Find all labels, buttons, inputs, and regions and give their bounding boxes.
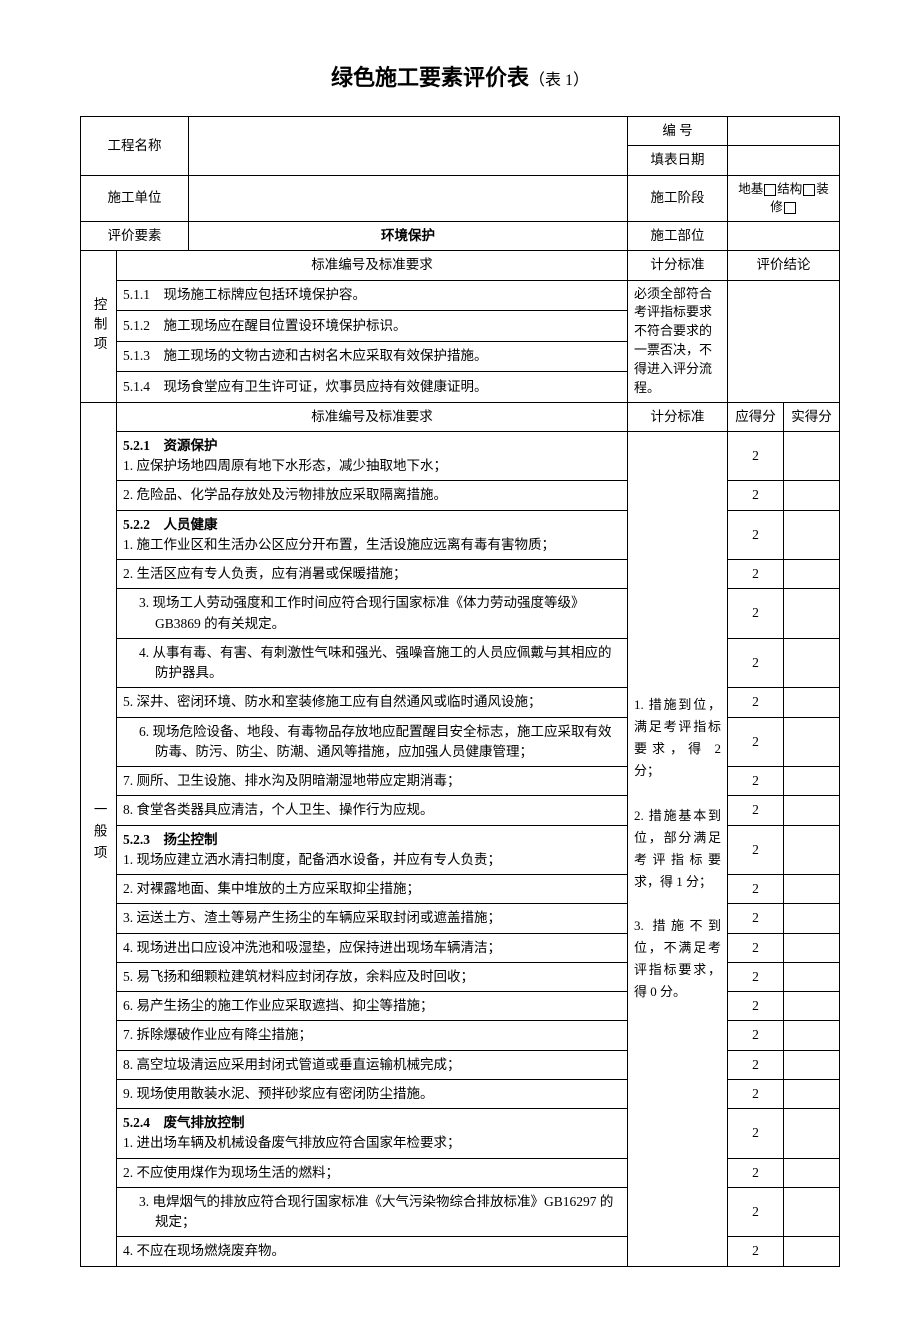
gen-row: 2. 对裸露地面、集中堆放的土方应采取抑尘措施； <box>117 875 628 904</box>
phase-options: 地基结构装修 <box>728 175 840 222</box>
gen-row: 6. 现场危险设备、地段、有毒物品存放地应配置醒目安全标志，施工应采取有效防毒、… <box>117 717 628 767</box>
ctrl-score-std-header: 计分标准 <box>628 251 728 280</box>
contractor-value <box>189 175 628 222</box>
chk-decoration[interactable] <box>784 202 796 214</box>
fill-date-value <box>728 146 840 175</box>
gen-row: 3. 现场工人劳动强度和工作时间应符合现行国家标准《体力劳动强度等级》GB386… <box>117 589 628 639</box>
general-vlabel: 一般项 <box>81 402 117 1266</box>
element-label: 评价要素 <box>81 222 189 251</box>
title-main: 绿色施工要素评价表 <box>331 65 529 90</box>
gen-deserve: 2 <box>728 431 784 481</box>
gen-row: 8. 高空垃圾清运应采用封闭式管道或垂直运输机械完成； <box>117 1050 628 1079</box>
phase-label: 施工阶段 <box>628 175 728 222</box>
gen-actual-header: 实得分 <box>784 402 840 431</box>
gen-row: 5.2.1 资源保护 1. 应保护场地四周原有地下水形态，减少抽取地下水； <box>117 431 628 481</box>
gen-row: 3. 运送土方、渣土等易产生扬尘的车辆应采取封闭或遮盖措施； <box>117 904 628 933</box>
project-name-label: 工程名称 <box>81 117 189 176</box>
gen-row: 7. 厕所、卫生设施、排水沟及阴暗潮湿地带应定期消毒； <box>117 767 628 796</box>
gen-row: 5.2.3 扬尘控制1. 现场应建立洒水清扫制度，配备洒水设备，并应有专人负责； <box>117 825 628 875</box>
element-value: 环境保护 <box>189 222 628 251</box>
gen-std-header: 标准编号及标准要求 <box>117 402 628 431</box>
chk-structure[interactable] <box>803 184 815 196</box>
part-value <box>728 222 840 251</box>
contractor-label: 施工单位 <box>81 175 189 222</box>
ctrl-std-header: 标准编号及标准要求 <box>117 251 628 280</box>
gen-deserve-header: 应得分 <box>728 402 784 431</box>
gen-row: 2. 不应使用煤作为现场生活的燃料； <box>117 1158 628 1187</box>
gen-row: 4. 现场进出口应设冲洗池和吸湿垫，应保持进出现场车辆清洁； <box>117 933 628 962</box>
gen-row: 2. 生活区应有专人负责，应有消暑或保暖措施； <box>117 560 628 589</box>
part-label: 施工部位 <box>628 222 728 251</box>
gen-row: 2. 危险品、化学品存放处及污物排放应采取隔离措施。 <box>117 481 628 510</box>
serial-no-value <box>728 117 840 146</box>
ctrl-row-2: 5.1.3 施工现场的文物古迹和古树名木应采取有效保护措施。 <box>117 341 628 372</box>
ctrl-score-std-text: 必须全部符合考评指标要求不符合要求的一票否决，不得进入评分流程。 <box>628 280 728 402</box>
gen-row: 5. 易飞扬和细颗粒建筑材料应封闭存放，余料应及时回收； <box>117 962 628 991</box>
gen-score-std-header: 计分标准 <box>628 402 728 431</box>
ctrl-vlabel: 控制项 <box>81 251 117 402</box>
gen-row: 4. 不应在现场燃烧废弃物。 <box>117 1237 628 1266</box>
ctrl-conclusion-value <box>728 280 840 402</box>
gen-row: 6. 易产生扬尘的施工作业应采取遮挡、抑尘等措施； <box>117 992 628 1021</box>
title-suffix: （表 1） <box>529 72 589 89</box>
gen-row: 3. 电焊烟气的排放应符合现行国家标准《大气污染物综合排放标准》GB16297 … <box>117 1187 628 1237</box>
ctrl-row-1: 5.1.2 施工现场应在醒目位置设环境保护标识。 <box>117 311 628 342</box>
gen-row: 5.2.4 废气排放控制1. 进出场车辆及机械设备废气排放应符合国家年检要求； <box>117 1109 628 1159</box>
gen-row: 5. 深井、密闭环境、防水和室装修施工应有自然通风或临时通风设施； <box>117 688 628 717</box>
ctrl-conclusion-header: 评价结论 <box>728 251 840 280</box>
gen-row: 9. 现场使用散装水泥、预拌砂浆应有密闭防尘措施。 <box>117 1079 628 1108</box>
gen-actual <box>784 431 840 481</box>
gen-row: 7. 拆除爆破作业应有降尘措施； <box>117 1021 628 1050</box>
gen-score-criteria: 1. 措施到位，满足考评指标要求，得 2 分； 2. 措施基本到位，部分满足考评… <box>628 431 728 1266</box>
gen-row: 8. 食堂各类器具应清洁，个人卫生、操作行为应规。 <box>117 796 628 825</box>
chk-foundation[interactable] <box>764 184 776 196</box>
fill-date-label: 填表日期 <box>628 146 728 175</box>
project-name-value <box>189 117 628 176</box>
gen-row: 4. 从事有毒、有害、有刺激性气味和强光、强噪音施工的人员应佩戴与其相应的防护器… <box>117 638 628 688</box>
page-title: 绿色施工要素评价表（表 1） <box>80 60 840 92</box>
eval-table: 工程名称 编 号 填表日期 施工单位 施工阶段 地基结构装修 评价要素 环境保护… <box>80 116 840 1267</box>
ctrl-row-0: 5.1.1 现场施工标牌应包括环境保护容。 <box>117 280 628 311</box>
serial-no-label: 编 号 <box>628 117 728 146</box>
gen-row: 5.2.2 人员健康1. 施工作业区和生活办公区应分开布置，生活设施应远离有毒有… <box>117 510 628 560</box>
ctrl-row-3: 5.1.4 现场食堂应有卫生许可证，炊事员应持有效健康证明。 <box>117 372 628 403</box>
